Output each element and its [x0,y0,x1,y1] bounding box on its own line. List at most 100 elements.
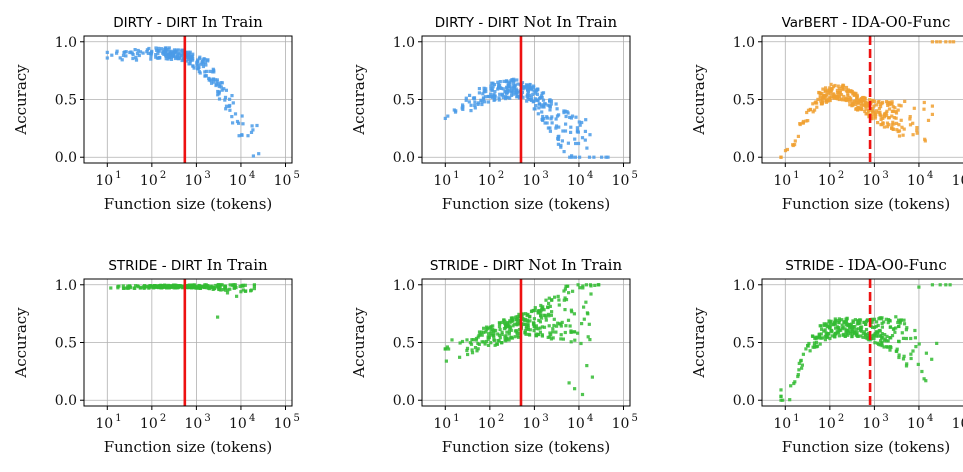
data-point [109,286,113,290]
x-tick-exponent: 4 [927,170,933,181]
data-point [557,113,561,117]
title-part: STRIDE [108,258,157,274]
data-point [154,55,158,59]
data-point [876,323,880,328]
data-point [535,98,540,102]
scatter-points [109,283,256,319]
data-point [479,330,484,334]
data-point [136,285,140,289]
data-point [854,332,859,336]
x-tick-exponent: 4 [249,170,255,181]
data-point [606,155,610,159]
data-point [159,47,164,51]
data-point [566,141,570,145]
data-point [873,341,877,345]
data-point [578,155,582,159]
data-point [875,103,879,107]
data-point [904,328,908,332]
data-point [549,313,553,317]
data-point [524,326,528,330]
data-point [556,321,560,325]
data-point [453,110,458,114]
data-point [201,64,205,69]
data-point [487,332,491,336]
data-point [524,312,528,316]
data-point [568,155,572,159]
data-point [447,347,451,351]
data-point [915,126,919,130]
x-tick-exponent: 3 [882,170,888,181]
data-point [592,155,596,159]
data-point [569,125,573,129]
data-point [504,95,508,100]
data-point [892,116,896,120]
data-point [850,328,854,332]
data-point [864,319,869,324]
y-tick-label: 0.0 [393,150,415,166]
data-point [554,330,558,334]
data-point [564,324,568,328]
data-point [223,285,227,289]
data-point [873,99,877,103]
data-point [573,155,577,159]
data-point [837,92,841,96]
data-point [917,285,921,289]
data-point [110,53,114,57]
data-point [141,51,145,55]
data-point [904,364,909,368]
data-point [216,315,220,319]
data-point [837,87,841,91]
data-point [848,99,852,103]
data-point [523,329,527,333]
data-point [212,286,216,290]
data-point [909,352,913,356]
data-point [779,394,783,398]
data-point [858,98,862,102]
data-point [526,327,530,331]
x-tick-label: 10 [952,416,963,432]
data-point [600,155,604,159]
data-point [820,101,824,105]
data-point [548,108,552,112]
data-point [876,100,880,104]
data-point [559,145,563,149]
data-point [496,80,500,84]
data-point [554,102,558,106]
data-point [512,89,516,93]
data-point [814,341,819,345]
y-tick-label: 0.5 [733,93,755,109]
data-point [504,323,508,327]
data-point [894,315,898,319]
data-point [796,134,800,138]
data-point [904,336,908,341]
data-point [477,330,482,334]
data-point [557,303,561,307]
data-point [510,93,514,97]
data-point [915,131,919,135]
y-tick-label: 0.5 [733,336,755,352]
data-point [515,78,519,82]
data-point [544,318,548,322]
data-point [516,82,520,86]
data-point [443,116,447,120]
data-point [843,334,847,338]
data-point [569,330,573,334]
data-point [469,342,474,346]
data-point [163,284,167,288]
data-point [228,103,232,108]
data-point [204,283,208,287]
data-point [515,331,519,336]
data-point [835,325,839,329]
data-point [930,283,934,287]
data-point [779,155,783,159]
data-point [460,339,465,344]
data-point [822,322,826,326]
data-point [922,107,926,111]
data-point [504,91,508,95]
data-point [824,86,828,90]
data-point [548,129,552,133]
data-point [174,284,178,288]
data-point [913,336,917,340]
data-point [461,103,465,107]
data-point [498,92,502,96]
